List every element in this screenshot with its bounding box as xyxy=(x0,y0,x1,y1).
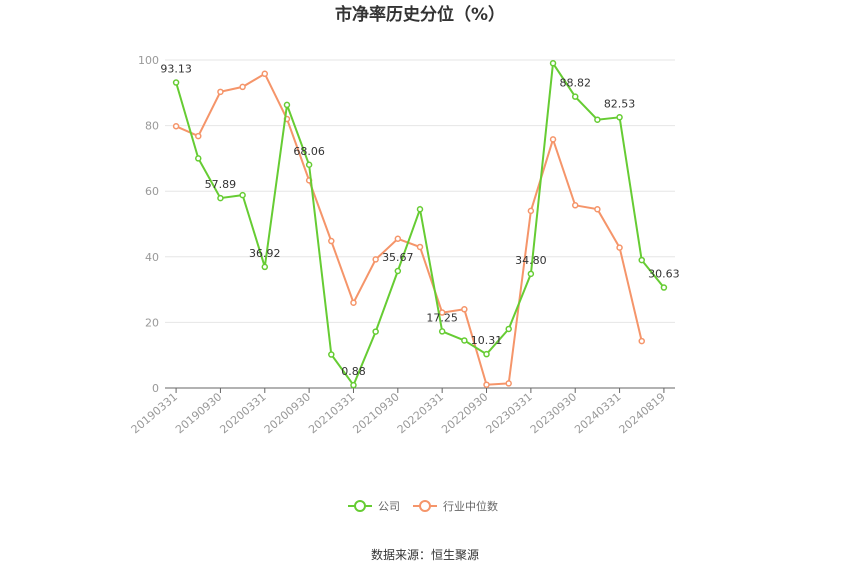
data-point[interactable] xyxy=(461,306,468,313)
data-point[interactable] xyxy=(372,328,379,335)
legend[interactable]: 公司 行业中位数 xyxy=(348,499,498,513)
data-label: 68.06 xyxy=(293,145,325,158)
data-point[interactable] xyxy=(239,191,246,199)
legend-marker[interactable] xyxy=(354,500,366,512)
data-point[interactable] xyxy=(616,244,623,251)
data-label: 57.89 xyxy=(205,178,237,191)
grid xyxy=(165,59,675,323)
data-point[interactable] xyxy=(195,155,202,162)
data-point[interactable] xyxy=(483,350,490,358)
legend-marker[interactable] xyxy=(419,500,431,512)
data-label: 10.31 xyxy=(471,334,503,347)
data-point[interactable] xyxy=(217,194,224,202)
data-point[interactable] xyxy=(660,284,668,291)
data-label: 93.13 xyxy=(160,63,192,76)
data-point[interactable] xyxy=(505,380,512,387)
x-tick-label: 20210331 xyxy=(306,390,357,436)
data-point[interactable] xyxy=(638,337,645,345)
data-point[interactable] xyxy=(394,267,402,275)
data-point[interactable] xyxy=(461,337,468,344)
data-label: 0.88 xyxy=(341,365,366,378)
data-point[interactable] xyxy=(217,88,224,96)
data-point[interactable] xyxy=(172,79,180,86)
y-tick-label: 20 xyxy=(145,316,159,329)
data-label: 35.67 xyxy=(382,251,414,264)
data-point[interactable] xyxy=(394,235,402,243)
x-tick-label: 20220331 xyxy=(395,390,446,436)
data-point[interactable] xyxy=(172,123,180,130)
data-label: 34.80 xyxy=(515,254,547,267)
data-point[interactable] xyxy=(305,161,313,169)
data-point[interactable] xyxy=(527,207,535,215)
data-point[interactable] xyxy=(438,328,446,335)
x-tick-label: 20230930 xyxy=(528,390,579,436)
data-point[interactable] xyxy=(505,325,512,333)
data-label: 17.25 xyxy=(426,311,458,324)
x-tick-label: 20230331 xyxy=(484,390,535,436)
data-point[interactable] xyxy=(594,205,601,213)
data-point[interactable] xyxy=(350,299,357,306)
data-point[interactable] xyxy=(616,114,623,121)
data-point[interactable] xyxy=(527,270,535,278)
series-group xyxy=(172,60,668,389)
series-line xyxy=(175,60,665,388)
data-point[interactable] xyxy=(549,60,557,67)
x-tick-label: 20200331 xyxy=(217,390,268,436)
data-point[interactable] xyxy=(372,256,379,263)
data-label: 30.63 xyxy=(648,268,680,281)
x-tick-label: 20240331 xyxy=(572,390,623,436)
data-point[interactable] xyxy=(594,116,601,123)
data-point[interactable] xyxy=(328,351,335,358)
data-point[interactable] xyxy=(638,256,645,264)
y-tick-label: 60 xyxy=(145,185,159,198)
x-tick-label: 20200930 xyxy=(262,390,313,436)
data-point[interactable] xyxy=(283,101,291,109)
source-note: 数据来源：恒生聚源 xyxy=(371,547,479,562)
x-tick-label: 20190331 xyxy=(129,390,180,436)
data-label: 36.92 xyxy=(249,247,281,260)
data-point[interactable] xyxy=(239,83,246,91)
data-point[interactable] xyxy=(571,202,579,209)
x-tick-label: 20210930 xyxy=(350,390,401,436)
x-tick-label: 20220930 xyxy=(439,390,490,436)
series-line xyxy=(175,72,643,386)
y-tick-label: 0 xyxy=(152,382,159,395)
data-label: 88.82 xyxy=(559,77,591,90)
y-tick-label: 40 xyxy=(145,251,159,264)
legend-label[interactable]: 公司 xyxy=(378,500,400,513)
x-tick-label: 20190930 xyxy=(173,390,224,436)
data-labels: 93.13 57.89 36.92 68.06 0.88 35.67 17.25 10.31 3… xyxy=(160,63,679,379)
data-point[interactable] xyxy=(350,381,357,389)
x-tick-label: 20240819 xyxy=(617,390,668,436)
data-point[interactable] xyxy=(261,70,269,78)
data-point[interactable] xyxy=(549,136,557,143)
data-point[interactable] xyxy=(483,381,490,388)
data-point[interactable] xyxy=(261,263,269,271)
chart-title: 市净率历史分位（%） xyxy=(335,4,505,25)
legend-label[interactable]: 行业中位数 xyxy=(443,499,498,513)
data-point[interactable] xyxy=(328,237,335,245)
y-tick-label: 100 xyxy=(138,54,159,67)
data-point[interactable] xyxy=(416,205,424,213)
data-point[interactable] xyxy=(195,132,202,140)
y-tick-label: 80 xyxy=(145,120,159,133)
data-label: 82.53 xyxy=(604,97,636,110)
data-point[interactable] xyxy=(571,93,579,100)
data-point[interactable] xyxy=(416,243,424,251)
